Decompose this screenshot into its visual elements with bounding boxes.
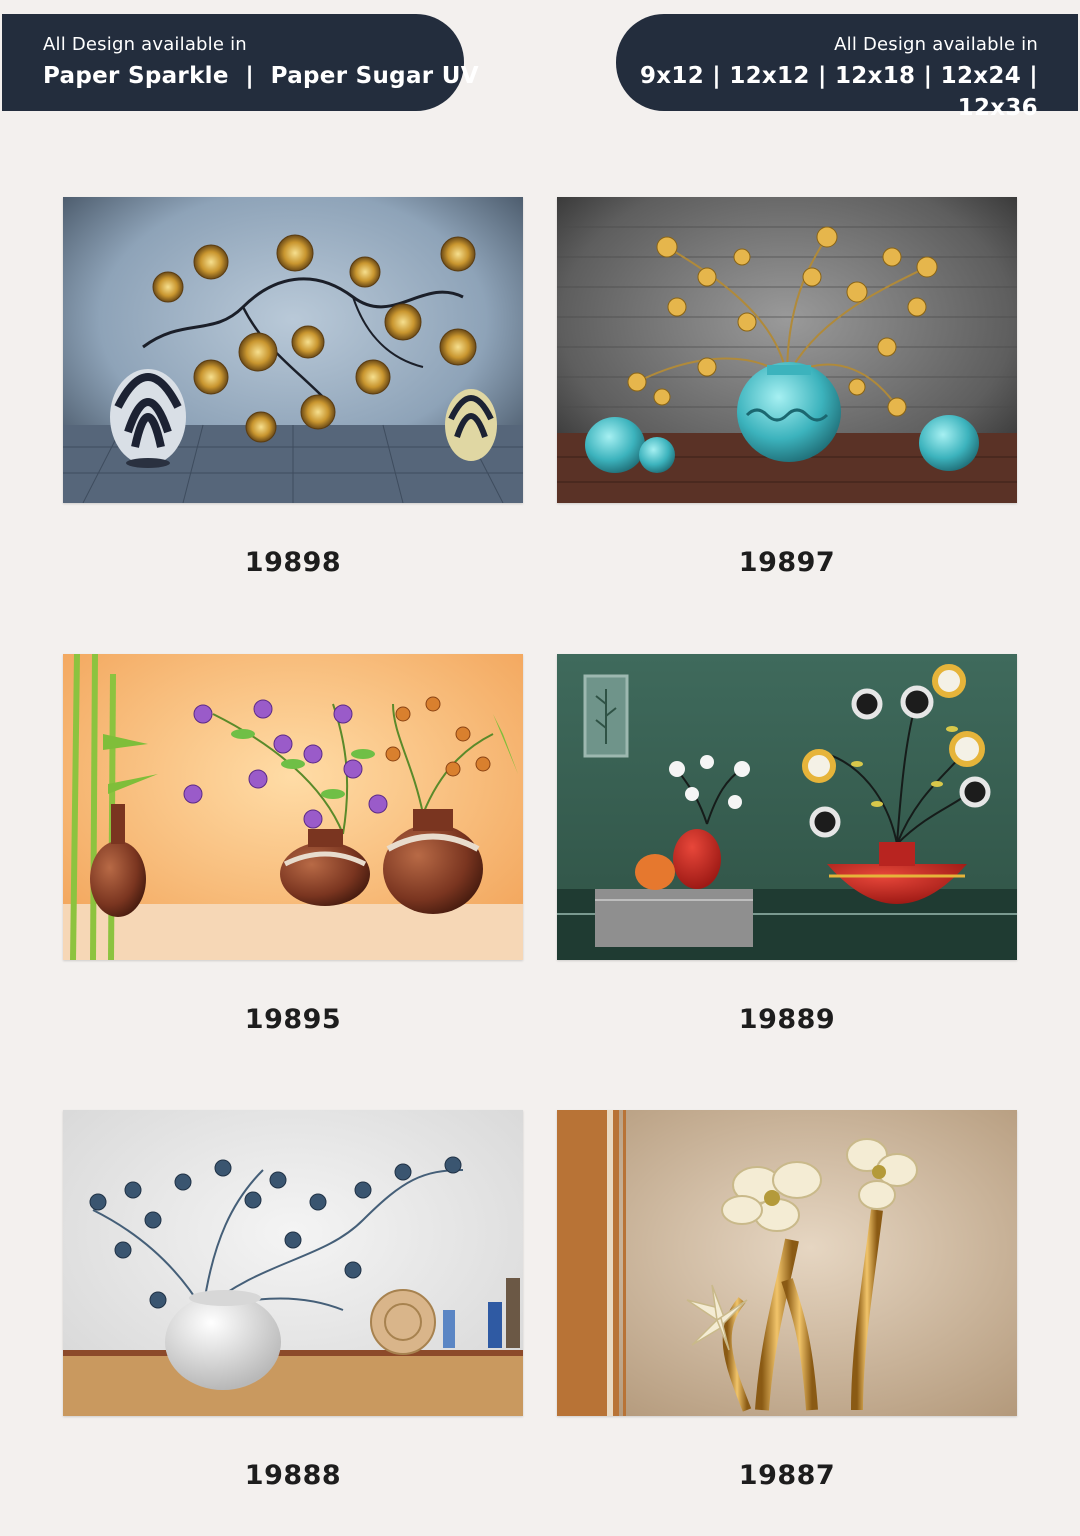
- design-code: 19895: [244, 1004, 342, 1035]
- design-artwork-white-vase-blue-flowers: [63, 1110, 523, 1416]
- design-artwork-brown-pots-purple-flowers: [63, 654, 523, 960]
- artwork-illustration: [557, 197, 1017, 503]
- design-code: 19887: [738, 1460, 836, 1491]
- artwork-illustration: [63, 654, 523, 960]
- material-info-caption: All Design available in: [43, 34, 247, 55]
- design-code: 19888: [244, 1460, 342, 1491]
- design-card[interactable]: 19895: [63, 654, 523, 1035]
- material-options: Paper Sparkle | Paper Sugar UV: [43, 63, 479, 89]
- material-info-banner: All Design available in Paper Sparkle | …: [2, 14, 479, 111]
- size-info-banner: All Design available in 9x12 | 12x12 | 1…: [616, 14, 1078, 121]
- design-card[interactable]: 19898: [63, 197, 523, 578]
- design-card[interactable]: 19888: [63, 1110, 523, 1491]
- design-artwork-green-wall-red-bowls: [557, 654, 1017, 960]
- size-options: 9x12 | 12x12 | 12x18 | 12x24 | 12x36: [639, 63, 1038, 121]
- design-code: 19897: [738, 547, 836, 578]
- design-card[interactable]: 19889: [557, 654, 1017, 1035]
- design-artwork-blue-golden-flowers: [63, 197, 523, 503]
- artwork-illustration: [557, 1110, 1017, 1416]
- design-card[interactable]: 19887: [557, 1110, 1017, 1491]
- artwork-illustration: [63, 1110, 523, 1416]
- design-card[interactable]: 19897: [557, 197, 1017, 578]
- design-artwork-golden-orchids: [557, 1110, 1017, 1416]
- artwork-illustration: [557, 654, 1017, 960]
- design-code: 19898: [244, 547, 342, 578]
- artwork-illustration: [63, 197, 523, 503]
- size-info-caption: All Design available in: [834, 34, 1038, 55]
- design-artwork-turquoise-vase-golden-flowers: [557, 197, 1017, 503]
- design-code: 19889: [738, 1004, 836, 1035]
